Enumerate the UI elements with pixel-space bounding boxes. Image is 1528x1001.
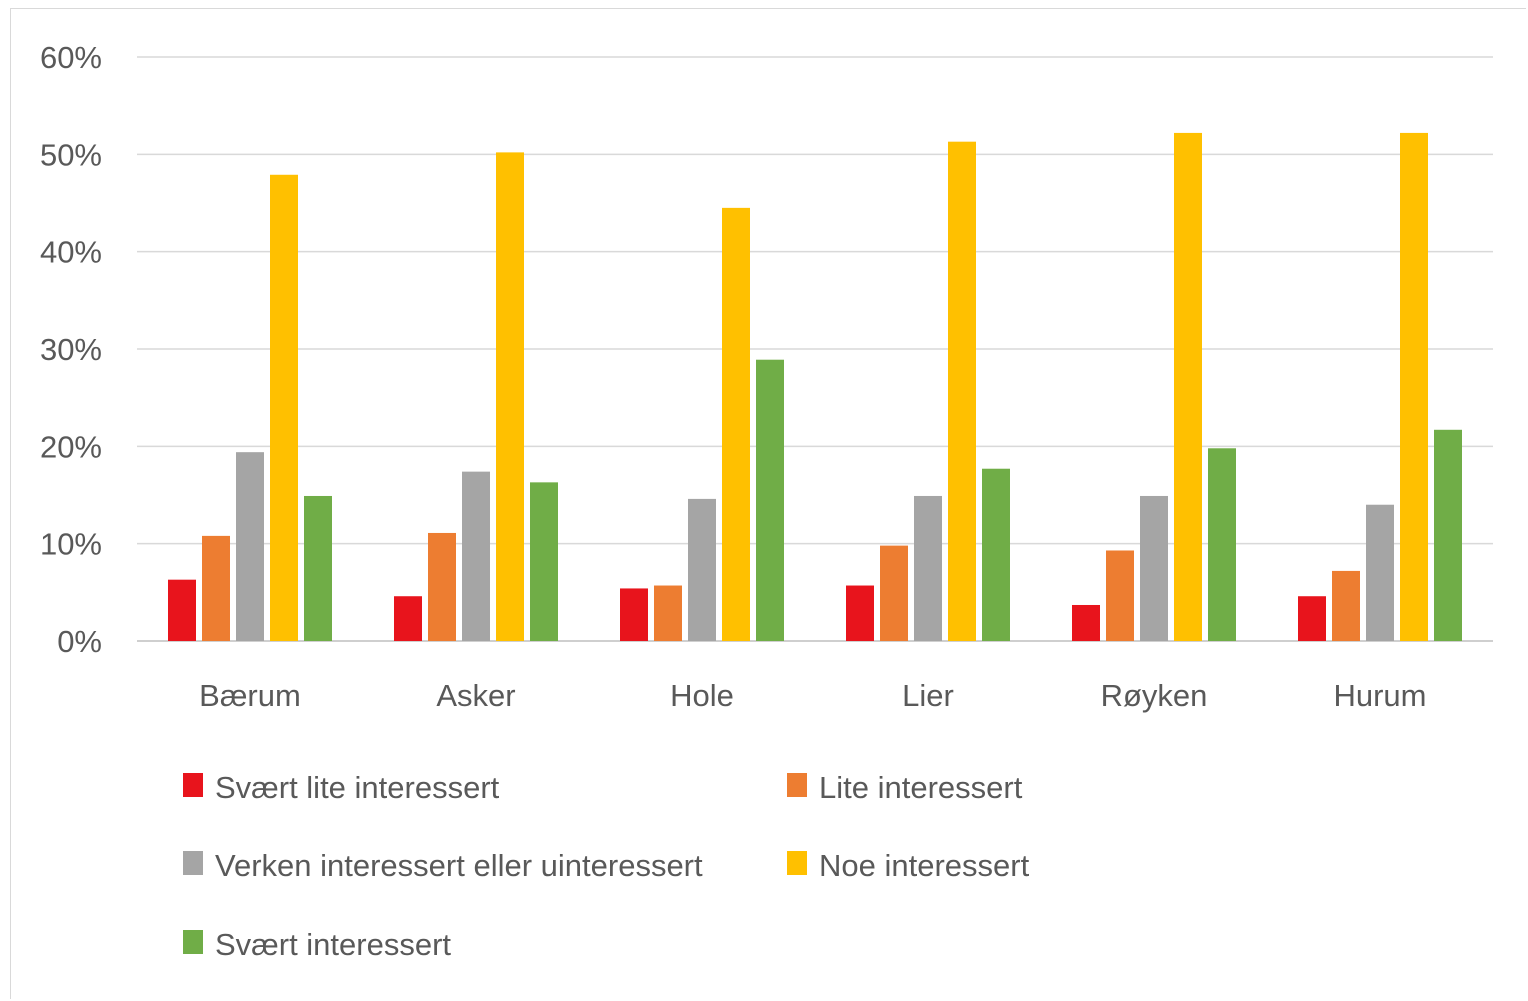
x-tick-label: Asker — [436, 678, 515, 713]
bar — [1208, 448, 1236, 641]
bar — [846, 585, 874, 641]
bar — [1366, 504, 1394, 641]
x-tick-label: Lier — [902, 678, 954, 713]
legend-swatch — [787, 851, 807, 875]
y-tick-label: 20% — [40, 429, 102, 464]
bar — [1332, 570, 1360, 641]
y-tick-label: 10% — [40, 527, 102, 562]
bar — [1140, 495, 1168, 641]
x-tick-label: Røyken — [1101, 678, 1208, 713]
bar — [654, 585, 682, 641]
legend-swatch — [183, 851, 203, 875]
bar — [1298, 596, 1326, 641]
bar — [688, 498, 716, 641]
legend-swatch — [787, 773, 807, 797]
bar — [982, 468, 1010, 641]
bar — [530, 482, 558, 641]
bar — [270, 174, 298, 642]
x-tick-label: Bærum — [199, 678, 301, 713]
legend-label: Noe interessert — [819, 848, 1030, 883]
y-tick-label: 50% — [40, 137, 102, 172]
bar — [620, 588, 648, 641]
y-tick-label: 40% — [40, 235, 102, 270]
bar — [168, 579, 196, 641]
bar — [1174, 132, 1202, 642]
bar — [236, 452, 264, 641]
bar — [1106, 550, 1134, 641]
y-axis-ticks: 0% 10% 20% 30% 40% 50% 60% — [40, 40, 102, 659]
x-tick-label: Hole — [670, 678, 734, 713]
bar — [1434, 429, 1462, 641]
bar — [722, 207, 750, 641]
legend-swatch — [183, 930, 203, 954]
bar — [304, 495, 332, 641]
legend-label: Verken interessert eller uinteressert — [215, 848, 703, 883]
gridlines — [137, 56, 1493, 642]
y-tick-label: 0% — [57, 624, 102, 659]
legend: Svært lite interessert Lite interessert Ve… — [183, 770, 1030, 962]
bar — [496, 152, 524, 642]
bar — [462, 471, 490, 641]
y-tick-label: 30% — [40, 332, 102, 367]
legend-label: Svært lite interessert — [215, 770, 500, 805]
bars — [168, 132, 1462, 642]
bar — [948, 141, 976, 641]
legend-label: Svært interessert — [215, 927, 451, 962]
x-axis-ticks: Bærum Asker Hole Lier Røyken Hurum — [199, 678, 1426, 713]
legend-swatch — [183, 773, 203, 797]
bar — [394, 596, 422, 641]
x-tick-label: Hurum — [1333, 678, 1426, 713]
bar — [914, 495, 942, 641]
bar — [756, 359, 784, 641]
bar — [202, 535, 230, 641]
y-tick-label: 60% — [40, 40, 102, 75]
chart-frame — [10, 8, 1526, 999]
bar — [880, 545, 908, 641]
bar — [1400, 132, 1428, 642]
legend-label: Lite interessert — [819, 770, 1023, 805]
bar — [1072, 604, 1100, 641]
bar — [428, 532, 456, 641]
